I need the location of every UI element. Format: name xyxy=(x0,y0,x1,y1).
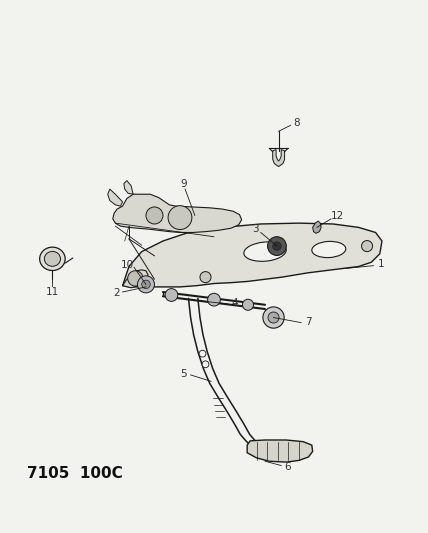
Polygon shape xyxy=(122,223,382,287)
Text: 5: 5 xyxy=(180,369,187,378)
Ellipse shape xyxy=(45,252,60,266)
Text: 7: 7 xyxy=(305,317,311,327)
Circle shape xyxy=(268,312,279,323)
Circle shape xyxy=(199,350,206,357)
Text: 9: 9 xyxy=(180,179,187,189)
Circle shape xyxy=(202,361,209,368)
Polygon shape xyxy=(247,440,312,462)
Polygon shape xyxy=(108,189,122,206)
Circle shape xyxy=(263,307,284,328)
Polygon shape xyxy=(273,150,285,167)
Ellipse shape xyxy=(312,241,346,257)
Text: 8: 8 xyxy=(294,118,300,128)
Text: 12: 12 xyxy=(331,211,345,221)
Text: 2: 2 xyxy=(113,288,119,298)
Circle shape xyxy=(200,272,211,282)
Polygon shape xyxy=(312,221,321,233)
Circle shape xyxy=(146,207,163,224)
Circle shape xyxy=(208,293,220,306)
Circle shape xyxy=(273,242,281,251)
Text: 4: 4 xyxy=(232,298,238,308)
Circle shape xyxy=(142,280,150,288)
Text: 10: 10 xyxy=(121,260,134,270)
Ellipse shape xyxy=(244,242,286,261)
Circle shape xyxy=(362,240,373,252)
Text: 7105  100C: 7105 100C xyxy=(27,465,123,481)
Circle shape xyxy=(128,271,143,286)
Circle shape xyxy=(165,288,178,301)
Polygon shape xyxy=(124,181,133,194)
Text: 3: 3 xyxy=(252,224,259,234)
Circle shape xyxy=(168,206,192,230)
Circle shape xyxy=(137,276,155,293)
Circle shape xyxy=(243,299,253,310)
Polygon shape xyxy=(113,194,242,232)
Text: 1: 1 xyxy=(377,260,384,269)
Text: 11: 11 xyxy=(46,287,59,297)
Ellipse shape xyxy=(40,247,65,271)
Polygon shape xyxy=(122,270,148,288)
Circle shape xyxy=(268,237,286,255)
Text: 6: 6 xyxy=(284,462,291,472)
